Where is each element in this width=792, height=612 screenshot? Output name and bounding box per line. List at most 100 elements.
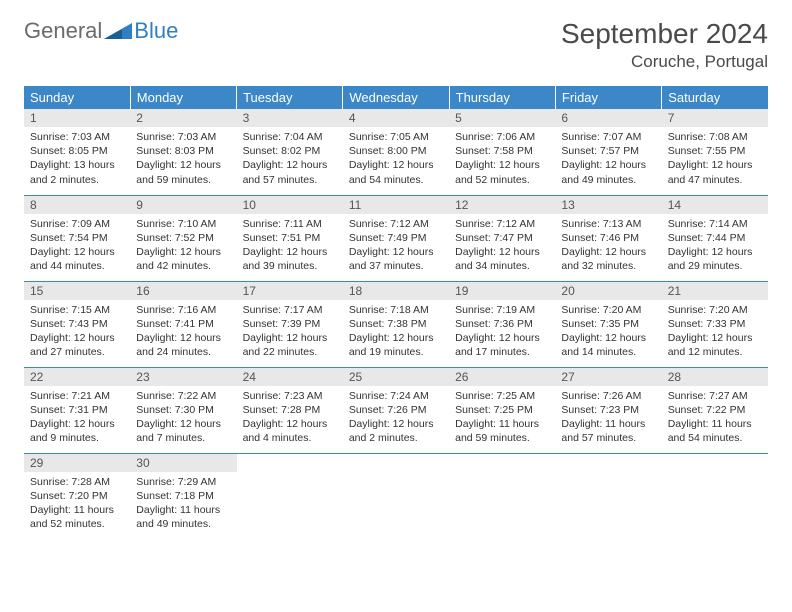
sunrise-text: Sunrise: 7:10 AM bbox=[136, 217, 230, 231]
sunset-text: Sunset: 7:49 PM bbox=[349, 231, 443, 245]
daylight-text: Daylight: 12 hours and 29 minutes. bbox=[668, 245, 762, 273]
calendar-cell: 13Sunrise: 7:13 AMSunset: 7:46 PMDayligh… bbox=[555, 195, 661, 281]
day-details: Sunrise: 7:20 AMSunset: 7:33 PMDaylight:… bbox=[662, 300, 768, 364]
day-number: 18 bbox=[343, 282, 449, 300]
day-number: 15 bbox=[24, 282, 130, 300]
sunrise-text: Sunrise: 7:11 AM bbox=[243, 217, 337, 231]
day-details: Sunrise: 7:19 AMSunset: 7:36 PMDaylight:… bbox=[449, 300, 555, 364]
daylight-text: Daylight: 12 hours and 47 minutes. bbox=[668, 158, 762, 186]
day-details: Sunrise: 7:12 AMSunset: 7:49 PMDaylight:… bbox=[343, 214, 449, 278]
daylight-text: Daylight: 12 hours and 24 minutes. bbox=[136, 331, 230, 359]
day-number: 14 bbox=[662, 196, 768, 214]
sunset-text: Sunset: 7:57 PM bbox=[561, 144, 655, 158]
calendar-cell: 25Sunrise: 7:24 AMSunset: 7:26 PMDayligh… bbox=[343, 367, 449, 453]
calendar-table: Sunday Monday Tuesday Wednesday Thursday… bbox=[24, 86, 768, 539]
daylight-text: Daylight: 12 hours and 54 minutes. bbox=[349, 158, 443, 186]
weekday-saturday: Saturday bbox=[662, 86, 768, 109]
day-details: Sunrise: 7:20 AMSunset: 7:35 PMDaylight:… bbox=[555, 300, 661, 364]
weekday-monday: Monday bbox=[130, 86, 236, 109]
sunset-text: Sunset: 7:43 PM bbox=[30, 317, 124, 331]
day-number: 8 bbox=[24, 196, 130, 214]
day-details: Sunrise: 7:12 AMSunset: 7:47 PMDaylight:… bbox=[449, 214, 555, 278]
logo-triangle-icon bbox=[104, 21, 132, 41]
calendar-cell: 16Sunrise: 7:16 AMSunset: 7:41 PMDayligh… bbox=[130, 281, 236, 367]
day-details: Sunrise: 7:22 AMSunset: 7:30 PMDaylight:… bbox=[130, 386, 236, 450]
calendar-cell: 17Sunrise: 7:17 AMSunset: 7:39 PMDayligh… bbox=[237, 281, 343, 367]
weekday-header-row: Sunday Monday Tuesday Wednesday Thursday… bbox=[24, 86, 768, 109]
sunset-text: Sunset: 7:38 PM bbox=[349, 317, 443, 331]
day-number: 13 bbox=[555, 196, 661, 214]
daylight-text: Daylight: 12 hours and 44 minutes. bbox=[30, 245, 124, 273]
daylight-text: Daylight: 12 hours and 2 minutes. bbox=[349, 417, 443, 445]
day-number: 25 bbox=[343, 368, 449, 386]
calendar-cell: 15Sunrise: 7:15 AMSunset: 7:43 PMDayligh… bbox=[24, 281, 130, 367]
daylight-text: Daylight: 12 hours and 9 minutes. bbox=[30, 417, 124, 445]
sunset-text: Sunset: 8:03 PM bbox=[136, 144, 230, 158]
sunrise-text: Sunrise: 7:21 AM bbox=[30, 389, 124, 403]
calendar-cell: 12Sunrise: 7:12 AMSunset: 7:47 PMDayligh… bbox=[449, 195, 555, 281]
day-number: 10 bbox=[237, 196, 343, 214]
weekday-wednesday: Wednesday bbox=[343, 86, 449, 109]
sunset-text: Sunset: 7:54 PM bbox=[30, 231, 124, 245]
day-details: Sunrise: 7:14 AMSunset: 7:44 PMDaylight:… bbox=[662, 214, 768, 278]
sunrise-text: Sunrise: 7:25 AM bbox=[455, 389, 549, 403]
daylight-text: Daylight: 12 hours and 52 minutes. bbox=[455, 158, 549, 186]
page-title: September 2024 bbox=[561, 18, 768, 50]
header: General Blue September 2024 Coruche, Por… bbox=[24, 18, 768, 72]
day-number: 29 bbox=[24, 454, 130, 472]
weekday-thursday: Thursday bbox=[449, 86, 555, 109]
day-number: 9 bbox=[130, 196, 236, 214]
calendar-cell: 26Sunrise: 7:25 AMSunset: 7:25 PMDayligh… bbox=[449, 367, 555, 453]
day-number: 3 bbox=[237, 109, 343, 127]
calendar-cell: 14Sunrise: 7:14 AMSunset: 7:44 PMDayligh… bbox=[662, 195, 768, 281]
logo-text-blue: Blue bbox=[134, 18, 178, 44]
logo-text-general: General bbox=[24, 18, 102, 44]
day-details: Sunrise: 7:26 AMSunset: 7:23 PMDaylight:… bbox=[555, 386, 661, 450]
sunset-text: Sunset: 7:31 PM bbox=[30, 403, 124, 417]
calendar-cell bbox=[662, 453, 768, 539]
daylight-text: Daylight: 12 hours and 57 minutes. bbox=[243, 158, 337, 186]
calendar-cell: 27Sunrise: 7:26 AMSunset: 7:23 PMDayligh… bbox=[555, 367, 661, 453]
sunset-text: Sunset: 7:30 PM bbox=[136, 403, 230, 417]
daylight-text: Daylight: 12 hours and 49 minutes. bbox=[561, 158, 655, 186]
calendar-cell bbox=[449, 453, 555, 539]
weekday-tuesday: Tuesday bbox=[237, 86, 343, 109]
day-number: 20 bbox=[555, 282, 661, 300]
day-details: Sunrise: 7:29 AMSunset: 7:18 PMDaylight:… bbox=[130, 472, 236, 536]
calendar-cell: 1Sunrise: 7:03 AMSunset: 8:05 PMDaylight… bbox=[24, 109, 130, 195]
day-number: 12 bbox=[449, 196, 555, 214]
sunset-text: Sunset: 7:58 PM bbox=[455, 144, 549, 158]
daylight-text: Daylight: 11 hours and 59 minutes. bbox=[455, 417, 549, 445]
daylight-text: Daylight: 12 hours and 7 minutes. bbox=[136, 417, 230, 445]
day-details: Sunrise: 7:27 AMSunset: 7:22 PMDaylight:… bbox=[662, 386, 768, 450]
day-details: Sunrise: 7:21 AMSunset: 7:31 PMDaylight:… bbox=[24, 386, 130, 450]
day-details: Sunrise: 7:03 AMSunset: 8:05 PMDaylight:… bbox=[24, 127, 130, 191]
sunset-text: Sunset: 7:33 PM bbox=[668, 317, 762, 331]
sunset-text: Sunset: 7:47 PM bbox=[455, 231, 549, 245]
calendar-cell: 6Sunrise: 7:07 AMSunset: 7:57 PMDaylight… bbox=[555, 109, 661, 195]
sunset-text: Sunset: 8:02 PM bbox=[243, 144, 337, 158]
day-number: 23 bbox=[130, 368, 236, 386]
calendar-cell: 3 Sunrise: 7:04 AMSunset: 8:02 PMDaylight… bbox=[237, 109, 343, 195]
sunset-text: Sunset: 7:39 PM bbox=[243, 317, 337, 331]
sunset-text: Sunset: 7:23 PM bbox=[561, 403, 655, 417]
calendar-cell: 18Sunrise: 7:18 AMSunset: 7:38 PMDayligh… bbox=[343, 281, 449, 367]
sunrise-text: Sunrise: 7:04 AM bbox=[243, 130, 337, 144]
daylight-text: Daylight: 12 hours and 59 minutes. bbox=[136, 158, 230, 186]
day-details: Sunrise: 7:16 AMSunset: 7:41 PMDaylight:… bbox=[130, 300, 236, 364]
sunset-text: Sunset: 7:35 PM bbox=[561, 317, 655, 331]
day-number: 1 bbox=[24, 109, 130, 127]
sunrise-text: Sunrise: 7:28 AM bbox=[30, 475, 124, 489]
sunset-text: Sunset: 7:22 PM bbox=[668, 403, 762, 417]
sunrise-text: Sunrise: 7:15 AM bbox=[30, 303, 124, 317]
sunrise-text: Sunrise: 7:19 AM bbox=[455, 303, 549, 317]
sunset-text: Sunset: 8:00 PM bbox=[349, 144, 443, 158]
sunrise-text: Sunrise: 7:18 AM bbox=[349, 303, 443, 317]
sunrise-text: Sunrise: 7:20 AM bbox=[561, 303, 655, 317]
sunset-text: Sunset: 7:44 PM bbox=[668, 231, 762, 245]
daylight-text: Daylight: 12 hours and 4 minutes. bbox=[243, 417, 337, 445]
daylight-text: Daylight: 12 hours and 39 minutes. bbox=[243, 245, 337, 273]
sunrise-text: Sunrise: 7:20 AM bbox=[668, 303, 762, 317]
day-details: Sunrise: 7:28 AMSunset: 7:20 PMDaylight:… bbox=[24, 472, 130, 536]
sunrise-text: Sunrise: 7:27 AM bbox=[668, 389, 762, 403]
